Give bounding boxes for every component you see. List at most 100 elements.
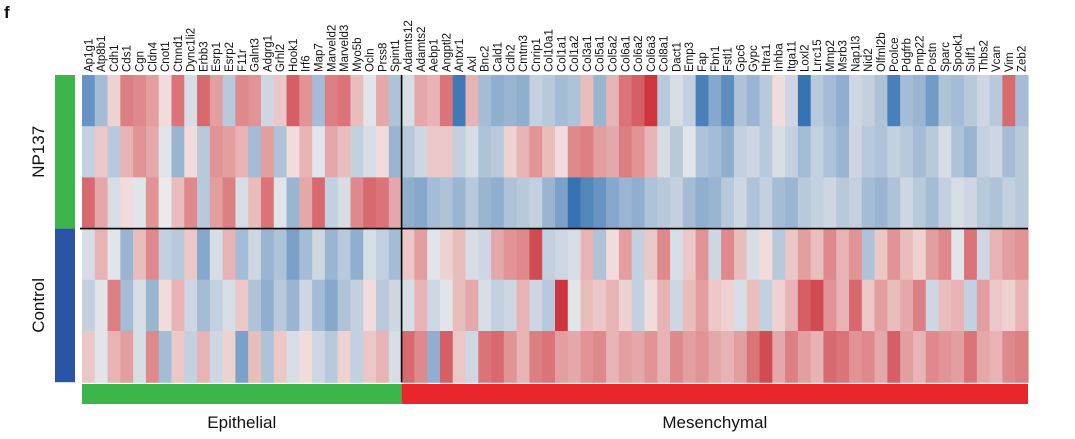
heatmap-cell [951, 228, 965, 281]
heatmap-cell [133, 331, 147, 383]
gene-set-label: Mesenchymal [662, 413, 767, 432]
heatmap-cell [618, 75, 633, 127]
heatmap-cell [248, 177, 262, 230]
heatmap-cell [964, 75, 978, 127]
heatmap-cell [1002, 331, 1016, 383]
gene-label: Fbn1 [710, 46, 722, 72]
heatmap-cell [721, 331, 735, 383]
heatmap-cell [555, 75, 569, 127]
heatmap-cell [874, 228, 888, 281]
heatmap-cell [133, 75, 147, 127]
heatmap-cell [644, 75, 658, 127]
heatmap-cell [593, 177, 607, 230]
heatmap-cell [785, 228, 799, 281]
heatmap-cell [478, 177, 492, 230]
heatmap-cell [260, 331, 275, 383]
heatmap-cell [708, 126, 722, 178]
heatmap-cell [107, 228, 121, 281]
heatmap-cell [746, 177, 761, 230]
gene-label: Map7 [314, 43, 326, 72]
heatmap-cell [324, 331, 339, 383]
gene-label: Sulf1 [965, 46, 977, 72]
heatmap-cell [184, 279, 198, 332]
heatmap-cell [158, 75, 173, 127]
heatmap-cell [324, 126, 339, 178]
heatmap-cell [618, 279, 633, 332]
heatmap-cell [797, 126, 812, 178]
heatmap-cell [197, 75, 211, 127]
heatmap-cell [759, 228, 773, 281]
heatmap-cell [695, 177, 709, 230]
gene-label: Gypc [748, 45, 760, 72]
heatmap-cell [388, 177, 403, 230]
gene-label: Itga11 [787, 41, 799, 72]
gene-label: Marveld2 [326, 25, 338, 72]
gene-label: Cmtm3 [518, 35, 530, 72]
gene-set-labels: Epithelial Mesenchymal [207, 413, 767, 432]
heatmap-cell [912, 126, 927, 178]
heatmap-cell [452, 126, 467, 178]
heatmap-cell [94, 228, 109, 281]
heatmap-cell [133, 279, 147, 332]
heatmap-cell [555, 279, 569, 332]
gene-label: Col6a3 [646, 36, 658, 72]
heatmap-cell [107, 75, 121, 127]
heatmap-cell [542, 279, 556, 332]
heatmap-cell [145, 75, 160, 127]
heatmap-cell [427, 331, 441, 383]
gene-label: Msrb3 [838, 40, 850, 72]
heatmap-cell [1002, 126, 1016, 178]
heatmap-cell [555, 331, 569, 383]
heatmap-cell [631, 126, 646, 178]
heatmap-cell [938, 75, 952, 127]
heatmap-cell [235, 279, 249, 332]
gene-label: Mmp2 [825, 40, 837, 72]
gene-label: Axl [467, 56, 479, 72]
heatmap-cell [286, 331, 300, 383]
heatmap-cell [836, 331, 850, 383]
heatmap-cell [836, 177, 850, 230]
heatmap-cell [145, 331, 160, 383]
heatmap-cell [887, 228, 901, 281]
heatmap-cell [197, 331, 211, 383]
heatmap-cell [631, 331, 646, 383]
heatmap-cell [733, 331, 748, 383]
heatmap-cell [107, 126, 121, 178]
heatmap-cell [529, 279, 543, 332]
heatmap-cell [606, 279, 620, 332]
gene-label: Pmp22 [914, 36, 926, 72]
heatmap-cell [350, 331, 364, 383]
heatmap-cells [82, 75, 1029, 383]
heatmap-cell [158, 177, 173, 230]
heatmap-cell [376, 279, 390, 332]
heatmap-cell [644, 177, 658, 230]
heatmap-cell [260, 126, 275, 178]
heatmap-cell [964, 228, 978, 281]
heatmap-cell [759, 75, 773, 127]
heatmap-cell [376, 75, 390, 127]
heatmap-cell [324, 228, 339, 281]
heatmap-cell [491, 228, 505, 281]
heatmap-cell [567, 279, 582, 332]
gene-label: Col3a1 [582, 36, 594, 72]
heatmap-cell [976, 75, 991, 127]
heatmap-cell [478, 331, 492, 383]
heatmap-cell [516, 75, 531, 127]
heatmap-cell [516, 177, 531, 230]
heatmap-cell [580, 177, 594, 230]
heatmap-cell [976, 228, 991, 281]
heatmap-cell [324, 279, 339, 332]
heatmap-cell [874, 331, 888, 383]
heatmap-cell [849, 177, 863, 230]
heatmap-cell [682, 177, 697, 230]
heatmap-cell [1015, 279, 1029, 332]
gene-label: Col5a1 [595, 36, 607, 72]
heatmap-cell [273, 279, 288, 332]
heatmap-cell [542, 75, 556, 127]
heatmap-cell [887, 331, 901, 383]
heatmap-cell [925, 75, 940, 127]
heatmap-cell [94, 75, 109, 127]
gene-label: Vcan [991, 46, 1003, 72]
heatmap-cell [82, 228, 96, 281]
heatmap-cell [465, 331, 479, 383]
